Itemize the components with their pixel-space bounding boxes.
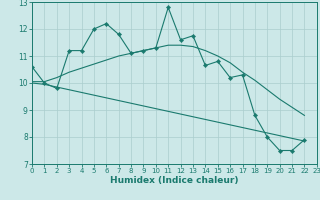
X-axis label: Humidex (Indice chaleur): Humidex (Indice chaleur) [110, 176, 239, 185]
